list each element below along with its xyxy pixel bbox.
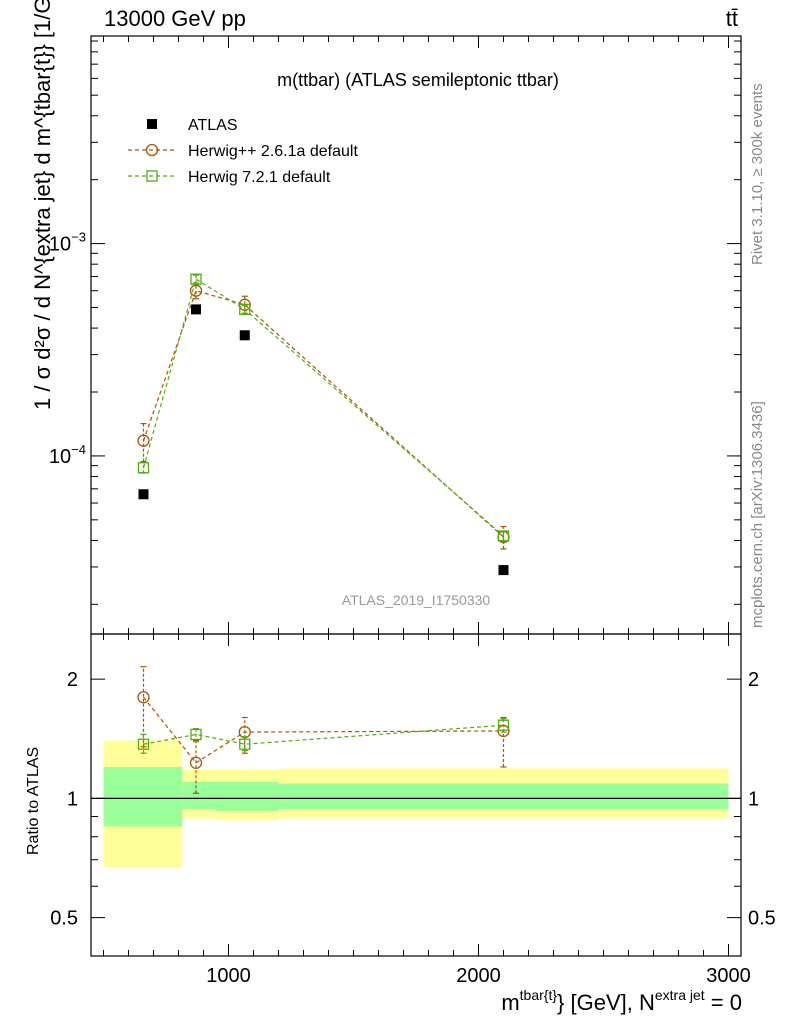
ratio-y-axis-label: Ratio to ATLAS bbox=[25, 747, 42, 855]
ratio-herwig-7-2-1-default-point-3 bbox=[497, 719, 510, 731]
atlas-point-1 bbox=[191, 304, 201, 315]
atlas-point-2 bbox=[239, 330, 250, 341]
energy-label: 13000 GeV pp bbox=[104, 6, 246, 31]
ratio-y-tick-label-left-0.5: 0.5 bbox=[50, 908, 78, 930]
ratio-herwig-7-2-1-default-point-0 bbox=[137, 738, 150, 750]
legend-label-herwig-2-6-1a-default: Herwig++ 2.6.1a default bbox=[188, 143, 358, 160]
chart-title: m(ttbar) (ATLAS semileptonic ttbar) bbox=[277, 70, 559, 90]
herwig-7-2-1-default-line bbox=[142, 278, 504, 537]
legend: ATLAS Herwig++ 2.6.1a default Herwig 7.2.1… bbox=[128, 117, 358, 186]
ratio-herwig-7-2-1-default-point-1 bbox=[190, 728, 202, 741]
ratio-y-tick-label-left-1: 1 bbox=[67, 788, 78, 810]
ratio-y-tick-label-left-2: 2 bbox=[67, 669, 78, 691]
herwig-7-2-1-default-point-3 bbox=[497, 530, 510, 542]
axes: 1000 2000 3000 10−3 10−4 0.5 0.5 1 1 2 2 bbox=[49, 35, 776, 987]
rivet-label: Rivet 3.1.10, ≥ 300k events bbox=[749, 83, 766, 265]
band-inner-1 bbox=[182, 781, 216, 810]
ratio-plot-marks bbox=[137, 666, 510, 794]
legend-marker-herwig-2-6-1a-default bbox=[145, 143, 159, 157]
herwig-7-2-1-default-point-2 bbox=[239, 303, 251, 316]
ratio-herwig-2-6-1a-default-point-0 bbox=[137, 691, 150, 704]
ratio-herwig-2-6-1a-default-point-2 bbox=[238, 725, 251, 739]
atlas-point-3 bbox=[498, 565, 509, 576]
legend-label-herwig-7-2-1-default: Herwig 7.2.1 default bbox=[188, 169, 331, 186]
legend-label-atlas: ATLAS bbox=[188, 117, 238, 134]
herwig-7-2-1-default-point-1 bbox=[190, 273, 202, 285]
herwig-2-6-1a-default-point-0 bbox=[137, 434, 150, 447]
x-axis-label-mid: } [GeV], N bbox=[557, 990, 655, 1015]
ratio-herwig-7-2-1-default-line bbox=[143, 724, 504, 745]
ratio-y-tick-label-right-0.5: 0.5 bbox=[748, 908, 776, 930]
ratio-herwig-7-2-1-default-point-2 bbox=[239, 738, 251, 750]
band-inner-3 bbox=[278, 783, 729, 810]
main-y-tick-label-1: 10−4 bbox=[49, 442, 86, 468]
x-tick-label-2000: 2000 bbox=[456, 965, 501, 987]
mcplots-label: mcplots.cern.ch [arXiv:1306.3436] bbox=[749, 401, 766, 628]
x-axis-label-end: = 0 bbox=[705, 990, 742, 1015]
x-axis-label-sup1: tbar{t} bbox=[520, 987, 558, 1003]
watermark: ATLAS_2019_I1750330 bbox=[342, 592, 491, 608]
main-y-axis-label: 1 / σ d²σ / d N^{extra jet} d m^{tbar{t}… bbox=[30, 0, 55, 410]
main-plot-marks bbox=[137, 273, 510, 576]
main-y-tick-label-0: 10−3 bbox=[49, 230, 86, 256]
ratio-herwig-2-6-1a-default-point-1 bbox=[189, 756, 203, 769]
process-label: tt̄ bbox=[726, 6, 738, 31]
x-axis-label-sup2: extra jet bbox=[655, 987, 705, 1003]
ratio-y-tick-label-right-2: 2 bbox=[748, 669, 759, 691]
x-tick-label-3000: 3000 bbox=[706, 965, 751, 987]
band-inner-2 bbox=[216, 781, 279, 811]
herwig-7-2-1-default-point-0 bbox=[137, 462, 150, 474]
ratio-herwig-2-6-1a-default-line bbox=[143, 696, 504, 764]
ratio-y-tick-label-right-1: 1 bbox=[748, 788, 759, 810]
x-axis-label: mtbar{t}} [GeV], Nextra jet = 0 bbox=[501, 987, 742, 1015]
herwig-2-6-1a-default-line bbox=[142, 289, 504, 538]
herwig-2-6-1a-default-point-1 bbox=[189, 284, 203, 297]
ratio-uncertainty-bands bbox=[91, 740, 741, 868]
band-inner-0 bbox=[103, 767, 183, 827]
ratio-frame bbox=[90, 633, 742, 957]
x-tick-label-1000: 1000 bbox=[206, 965, 251, 987]
x-axis-label-main: m bbox=[501, 990, 519, 1015]
atlas-point-0 bbox=[138, 489, 149, 500]
legend-marker-herwig-7-2-1-default bbox=[146, 170, 158, 182]
legend-marker-atlas bbox=[147, 119, 157, 129]
